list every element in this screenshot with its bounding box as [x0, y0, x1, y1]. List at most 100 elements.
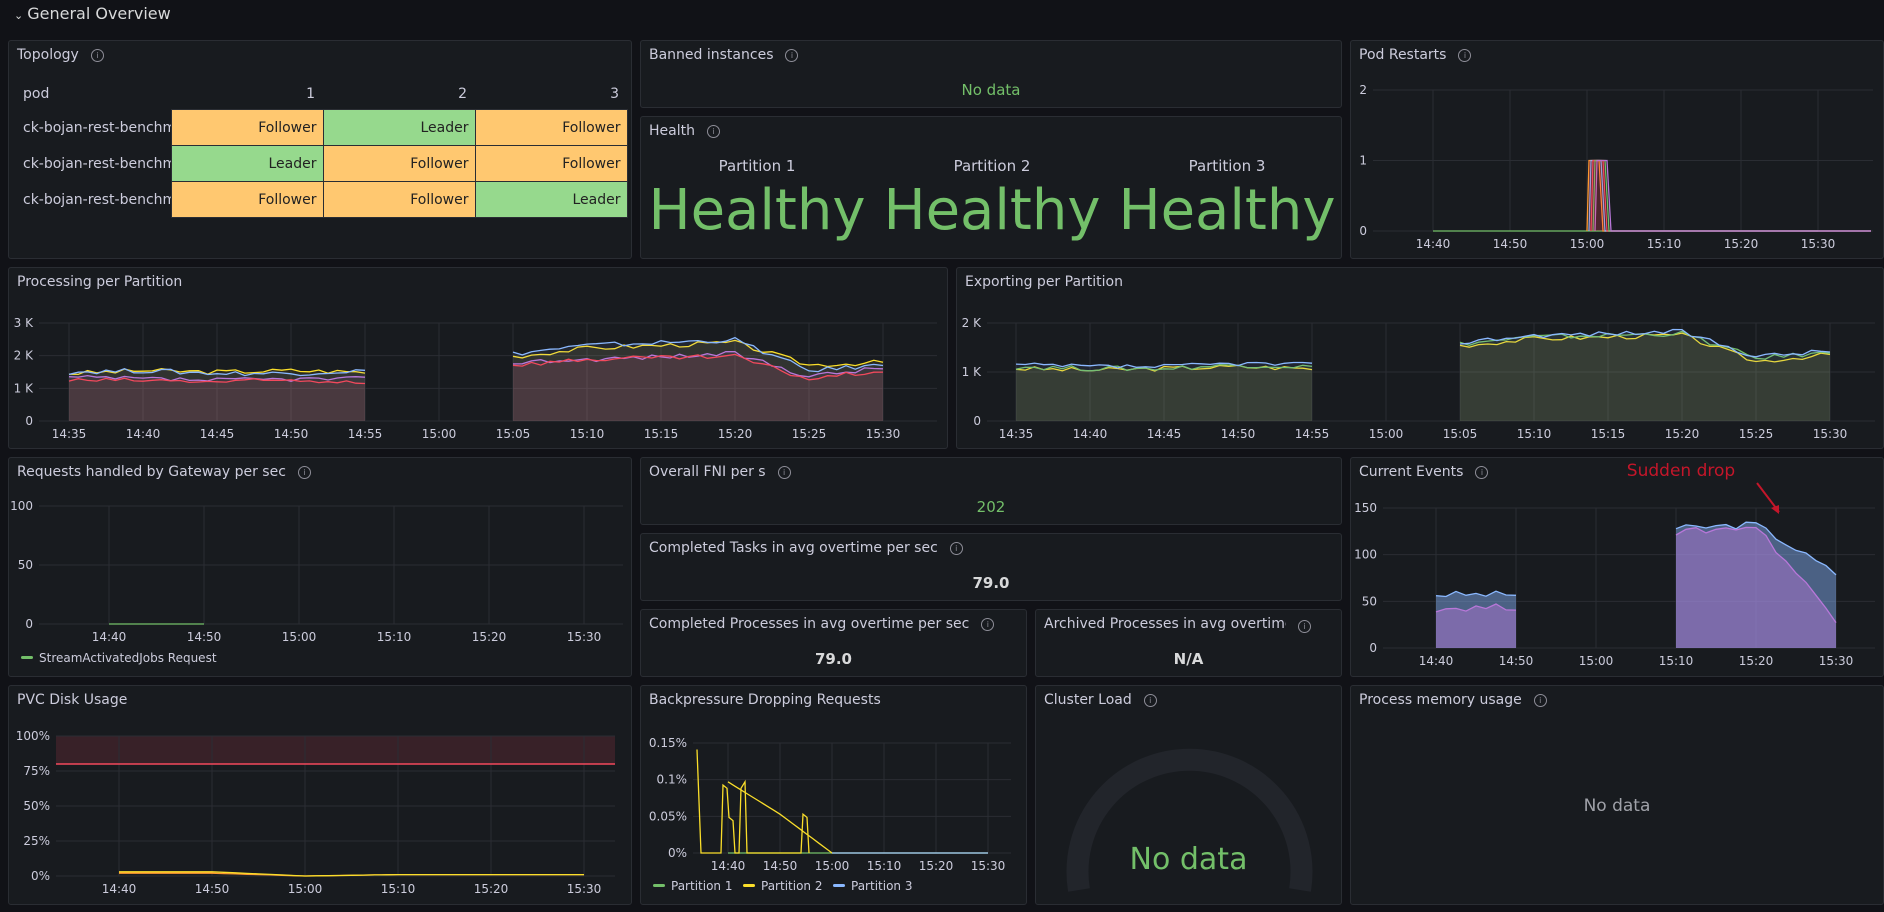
gauge-arc: [1066, 748, 1313, 892]
x-tick-label: 15:20: [919, 859, 954, 873]
gateway-panel: Requests handled by Gateway per sec i 0 50…: [8, 457, 632, 677]
y-tick-label: 75%: [23, 764, 50, 778]
legend-swatch: [21, 656, 33, 659]
info-icon[interactable]: i: [1533, 694, 1547, 707]
completed-processes-panel: Completed Processes in avg overtime per …: [640, 609, 1027, 677]
info-icon[interactable]: i: [777, 466, 791, 479]
info-icon[interactable]: i: [1298, 620, 1311, 633]
x-tick-label: 14:45: [200, 427, 235, 441]
x-tick-label: 15:15: [644, 427, 679, 441]
exporting-panel: Exporting per Partition 0 1 K 2 K 14:35 14:4…: [956, 267, 1884, 449]
pod-cell: ck-bojan-rest-benchmark: [23, 191, 171, 208]
processing-chart[interactable]: 0 1 K 2 K 3 K 14:35 14:40 14:45 14:50 14:55 15:00…: [9, 268, 948, 449]
x-tick-label: 14:50: [274, 427, 309, 441]
role-cell: Follower: [474, 145, 628, 182]
column-header[interactable]: 3: [610, 86, 619, 102]
info-icon[interactable]: i: [1475, 466, 1489, 479]
gauge: [1066, 748, 1313, 892]
y-tick-label: 0%: [31, 869, 50, 883]
series-line: [1592, 159, 1871, 232]
y-tick-label: 100: [1354, 548, 1377, 562]
pvc-chart[interactable]: 0% 25% 50% 75% 100% 14:40 14:50 15:00 15:10 15:20…: [9, 686, 632, 905]
banned-instances-panel: Banned instances i No data: [640, 40, 1342, 108]
x-tick-label: 15:10: [1659, 654, 1694, 668]
y-tick-label: 0: [973, 414, 981, 428]
x-tick-label: 15:20: [472, 630, 507, 644]
column-header[interactable]: 2: [458, 86, 467, 102]
info-icon[interactable]: i: [706, 125, 720, 138]
legend-item[interactable]: StreamActivatedJobs Request: [21, 651, 217, 665]
chevron-down-icon[interactable]: ⌄: [14, 9, 24, 22]
partition-health: Partition 1 Healthy: [644, 157, 870, 243]
exporting-chart[interactable]: 0 1 K 2 K 14:35 14:40 14:45 14:50 14:55 15:00 15:…: [957, 268, 1884, 449]
x-tick-label: 14:40: [1416, 237, 1451, 251]
x-tick-label: 14:40: [1419, 654, 1454, 668]
completed-tasks-panel: Completed Tasks in avg overtime per sec i…: [640, 533, 1342, 601]
column-header[interactable]: 1: [306, 86, 315, 102]
pod-cell: ck-bojan-rest-benchmark: [23, 119, 171, 136]
legend-item[interactable]: Partition 1: [653, 879, 732, 893]
info-icon[interactable]: i: [90, 49, 104, 62]
partition-label: Partition 2: [953, 157, 1031, 175]
x-tick-label: 15:00: [815, 859, 850, 873]
x-tick-label: 15:30: [971, 859, 1006, 873]
legend-swatch: [833, 884, 845, 887]
column-header[interactable]: pod: [23, 86, 50, 103]
panel-title: Cluster Load i: [1044, 692, 1157, 708]
x-tick-label: 14:55: [1295, 427, 1330, 441]
x-tick-label: 15:10: [1647, 237, 1682, 251]
role-cell: Follower: [170, 109, 324, 146]
panel-title: Health i: [649, 123, 720, 139]
role-cell: Leader: [322, 109, 476, 146]
info-icon[interactable]: i: [949, 542, 963, 555]
role-cell: Leader: [170, 145, 324, 182]
y-tick-label: 0.15%: [649, 736, 687, 750]
y-tick-label: 0: [1369, 641, 1377, 655]
current-events-chart[interactable]: 0 50 100 150 14:40 14:50 15:00 15:10 15:20 15:30 S…: [1351, 458, 1884, 677]
x-tick-label: 15:30: [866, 427, 901, 441]
x-tick-label: 14:50: [187, 630, 222, 644]
y-tick-label: 2 K: [962, 316, 982, 330]
series-line: [1594, 159, 1871, 232]
backpressure-chart[interactable]: 0% 0.05% 0.1% 0.15% 14:40 14:50 15:00 15:10 15:2…: [641, 686, 1027, 905]
y-tick-label: 3 K: [14, 316, 34, 330]
series-line: [1586, 159, 1871, 232]
info-icon[interactable]: i: [297, 466, 311, 479]
x-tick-label: 14:35: [52, 427, 87, 441]
x-tick-label: 15:10: [377, 630, 412, 644]
current-events-panel: Current Events i 0 50 100 150 14:40 14:50 15:00…: [1350, 457, 1884, 677]
y-tick-label: 1 K: [962, 365, 982, 379]
pod-restarts-chart[interactable]: 0 1 2 14:40 14:50 15:00 15:10 15:20 15:30: [1351, 41, 1884, 259]
info-icon[interactable]: i: [1143, 694, 1157, 707]
panel-title: Process memory usage i: [1359, 692, 1547, 708]
x-tick-label: 15:00: [288, 882, 323, 896]
role-cell: Follower: [474, 109, 628, 146]
series-line: [68, 374, 366, 382]
info-icon[interactable]: i: [1458, 49, 1472, 62]
health-panel: Health i Partition 1 Healthy Partition 2 …: [640, 116, 1342, 259]
panel-title: Processing per Partition: [17, 274, 183, 290]
info-icon[interactable]: i: [981, 618, 995, 631]
legend-swatch: [743, 884, 755, 887]
y-tick-label: 50%: [23, 799, 50, 813]
row-title[interactable]: ⌄ General Overview: [14, 4, 171, 23]
x-tick-label: 15:30: [1819, 654, 1854, 668]
y-tick-label: 0: [25, 414, 33, 428]
panel-title: PVC Disk Usage: [17, 692, 128, 708]
x-tick-label: 15:05: [1443, 427, 1478, 441]
legend-item[interactable]: Partition 3: [833, 879, 912, 893]
gateway-chart[interactable]: 0 50 100 14:40 14:50 15:00 15:10 15:20 15:30: [9, 458, 632, 677]
series-area: [1676, 527, 1836, 648]
x-tick-label: 14:40: [711, 859, 746, 873]
pod-restarts-panel: Pod Restarts i 0 1 2 14:40 14:50 15:00 15:10 15:…: [1350, 40, 1884, 259]
series-line: [68, 377, 366, 385]
info-icon[interactable]: i: [785, 49, 799, 62]
legend-item[interactable]: Partition 2: [743, 879, 822, 893]
backpressure-panel: Backpressure Dropping Requests 0% 0.05% 0.…: [640, 685, 1027, 905]
process-memory-panel: Process memory usage i No data: [1350, 685, 1884, 905]
x-tick-label: 14:40: [126, 427, 161, 441]
partition-health: Partition 3 Healthy: [1114, 157, 1340, 243]
cluster-load-value: No data: [1129, 842, 1248, 877]
panel-title: Completed Processes in avg overtime per …: [649, 616, 995, 632]
